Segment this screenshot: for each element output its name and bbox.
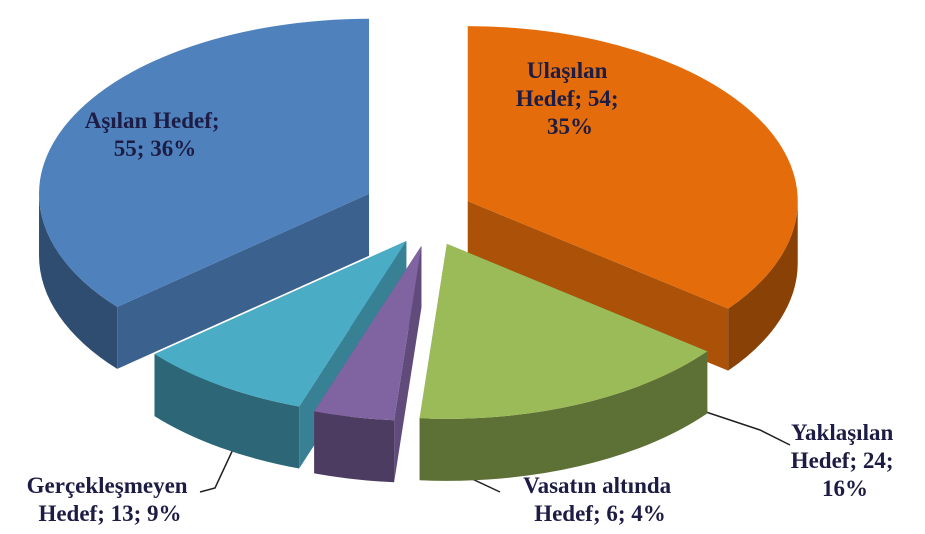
data-label-line: Hedef; 54; [516, 86, 625, 111]
data-label-line: 55; 36% [114, 136, 196, 161]
slice-group [467, 26, 798, 371]
slice-wall [419, 351, 708, 481]
slice-wall [314, 411, 395, 483]
data-label-line: Yaklaşılan [791, 420, 899, 445]
slice [314, 245, 422, 421]
data-label: Aşılan Hedef; 55; 36% [85, 108, 226, 161]
data-label-line: Hedef; 24; [791, 448, 900, 473]
slice [39, 18, 370, 307]
slice [154, 241, 407, 407]
data-label-line: Ulaşılan [527, 58, 613, 83]
data-label-line: Vasatın altında [523, 473, 677, 498]
data-label: Gerçekleşmeyen Hedef; 13; 9% [27, 473, 194, 526]
slice-wall [154, 354, 300, 469]
data-label-line: Hedef; 6; 4% [534, 501, 666, 526]
slice-wall [39, 193, 118, 369]
slice-group [419, 243, 708, 481]
data-label-line: 35% [547, 114, 593, 139]
data-label: Vasatın altında Hedef; 6; 4% [523, 473, 677, 526]
slice-side [467, 201, 729, 371]
data-label: Ulaşılan Hedef; 54; 35% [516, 58, 625, 139]
data-label-line: Gerçekleşmeyen [27, 473, 194, 498]
data-label-line: 16% [822, 476, 868, 501]
slice [419, 243, 708, 419]
slice-group [39, 18, 370, 369]
data-label-line: Aşılan Hedef; [85, 108, 226, 133]
slice-group [314, 245, 422, 483]
leader-line [199, 444, 236, 493]
data-label: Yaklaşılan Hedef; 24; 16% [791, 420, 900, 501]
slice-side [117, 193, 370, 369]
slice [467, 26, 798, 309]
data-label-line: Hedef; 13; 9% [38, 501, 181, 526]
slice-wall [728, 201, 798, 371]
leader-line [699, 409, 791, 446]
